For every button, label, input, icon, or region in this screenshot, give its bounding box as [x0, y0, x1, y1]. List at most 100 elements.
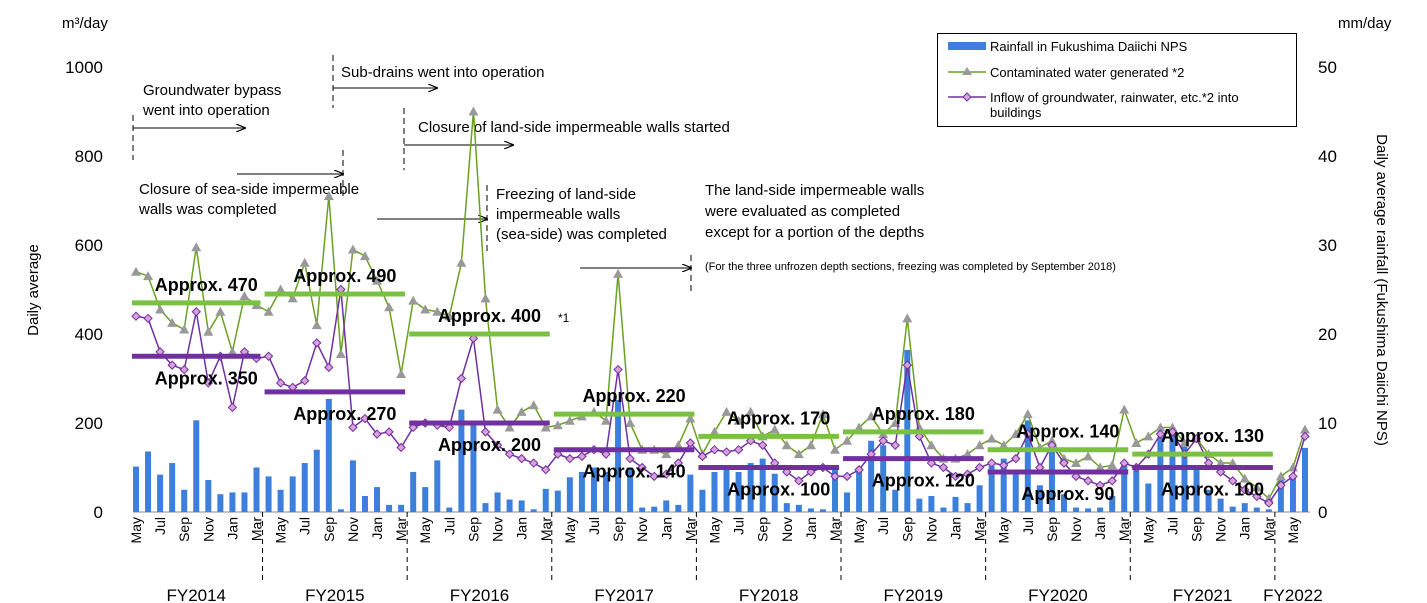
bar [217, 494, 224, 512]
bar [964, 503, 971, 512]
x-tick-label: Jan [369, 517, 385, 540]
point [830, 471, 840, 482]
x-tick-label: Jan [1237, 517, 1253, 540]
point [986, 458, 997, 468]
x-tick-label: Jan [1092, 517, 1108, 540]
point [1023, 429, 1033, 439]
point [1071, 458, 1082, 468]
fiscal-year-label: FY2015 [305, 586, 365, 603]
point [805, 440, 816, 450]
point [300, 376, 310, 386]
annotation: Groundwater bypass [143, 82, 281, 99]
point [757, 440, 768, 450]
point [1167, 427, 1178, 437]
point [661, 449, 672, 459]
point [239, 291, 250, 301]
line [135, 111, 1306, 500]
annotation: except for a portion of the depths [705, 224, 924, 241]
bar [1133, 469, 1140, 512]
bar [482, 503, 489, 512]
point [1095, 462, 1106, 472]
y-unit: m³/day [62, 15, 108, 32]
average-label: Approx. 220 [583, 386, 686, 406]
bar [337, 509, 344, 512]
bar [193, 420, 200, 512]
note: *1 [558, 311, 570, 325]
point [143, 313, 153, 324]
point [565, 453, 575, 464]
point [1215, 458, 1226, 468]
bar [952, 496, 959, 512]
bar [554, 490, 561, 512]
annotation: impermeable walls [496, 206, 620, 223]
point [155, 304, 166, 314]
point [1011, 453, 1021, 464]
x-tick-label: May [706, 517, 722, 543]
annotation: Closure of land-side impermeable walls s… [418, 119, 730, 136]
bar [1302, 447, 1308, 512]
average-label: Approx. 170 [727, 408, 830, 428]
x-tick-label: Mar [1261, 517, 1277, 541]
bar [1217, 498, 1224, 512]
bar [590, 467, 597, 512]
point [420, 304, 431, 314]
legend-icons [948, 42, 986, 102]
bar [1012, 471, 1019, 512]
point [1119, 458, 1129, 468]
x-tick-label: May [851, 517, 867, 543]
point [275, 378, 286, 388]
annotation: Freezing of land-side [496, 186, 636, 203]
fiscal-year-label: FY2018 [739, 586, 799, 603]
bar [253, 467, 260, 512]
x-tick-label: Nov [345, 517, 361, 542]
bar [1073, 507, 1080, 512]
y2-tick-label: 40 [1318, 147, 1337, 166]
point [794, 476, 804, 486]
y2-tick-label: 10 [1318, 414, 1337, 433]
bar [205, 479, 212, 512]
point [1179, 438, 1190, 448]
x-tick-label: Nov [634, 517, 650, 542]
average-label: Approx. 130 [1161, 426, 1264, 446]
bar [241, 492, 248, 512]
legend-label: Inflow of groundwater, rainwater, etc.*2… [990, 90, 1239, 120]
point [408, 295, 419, 305]
point [577, 451, 587, 462]
point [372, 275, 383, 285]
point [673, 458, 684, 468]
point [480, 427, 491, 437]
bar [1277, 476, 1284, 512]
point [311, 320, 322, 330]
x-tick-label: Nov [1213, 517, 1229, 542]
y-tick-label: 200 [75, 414, 103, 433]
average-label: Approx. 180 [872, 404, 975, 424]
bar [880, 445, 887, 512]
point [1191, 433, 1202, 444]
bar [928, 495, 935, 512]
point [793, 449, 804, 459]
point [263, 306, 274, 316]
fiscal-year-label: FY2020 [1028, 586, 1088, 603]
point [312, 338, 322, 348]
bar [663, 500, 670, 512]
point [733, 415, 744, 425]
point [456, 373, 467, 384]
point [468, 106, 479, 116]
point [1107, 476, 1117, 486]
point [661, 469, 671, 479]
point [348, 422, 358, 433]
annotation: (sea-side) was completed [496, 226, 667, 243]
point [324, 362, 334, 373]
annotation: Closure of sea-side impermeable [139, 181, 359, 198]
point [1227, 458, 1238, 468]
point [347, 244, 358, 254]
point [986, 433, 997, 443]
bar [711, 471, 718, 512]
bar [1253, 507, 1260, 512]
bar [1024, 420, 1031, 512]
point [1239, 473, 1250, 483]
point [564, 415, 575, 425]
point [396, 369, 407, 379]
point [854, 422, 865, 432]
